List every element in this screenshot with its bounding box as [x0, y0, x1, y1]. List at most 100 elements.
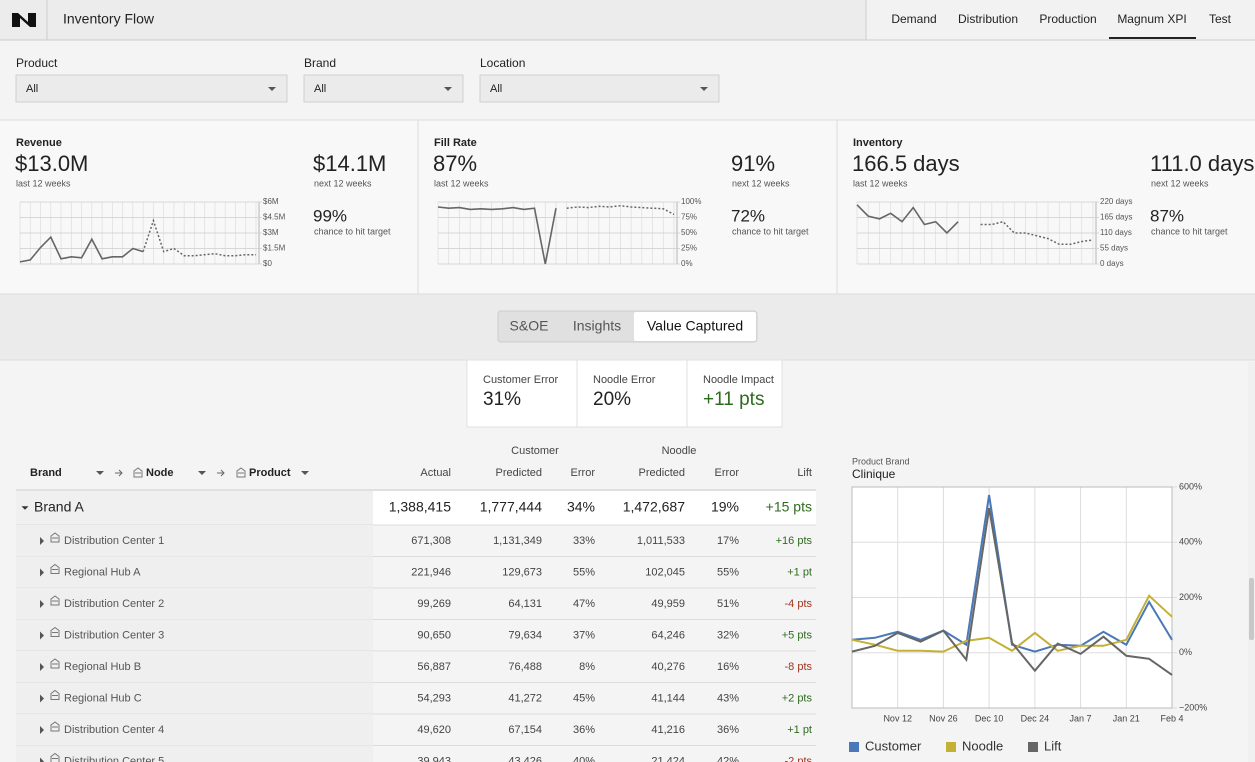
x-tick-label: Nov 12	[883, 713, 912, 723]
row-cell: 99,269	[417, 598, 451, 610]
row-cell: 79,634	[508, 629, 542, 641]
filter-label: Product	[16, 56, 58, 70]
expand-caret[interactable]	[40, 600, 44, 608]
tab[interactable]: Insights	[573, 318, 621, 334]
kpi-title: Fill Rate	[434, 137, 477, 149]
caret	[444, 87, 452, 91]
logo[interactable]	[12, 13, 36, 27]
spark-tick-label: 165 days	[1100, 213, 1132, 222]
y-tick-label: −200%	[1179, 702, 1207, 712]
node-icon	[50, 626, 60, 637]
row-name: Distribution Center 1	[64, 535, 164, 547]
filter-select[interactable]	[15, 74, 288, 103]
x-tick-label: Jan 7	[1070, 713, 1092, 723]
summary-label: Noodle Error	[593, 374, 656, 386]
spark-tick-label: 0%	[681, 259, 693, 268]
filter-value: All	[490, 83, 502, 95]
chart-subtitle: Product Brand	[852, 456, 910, 466]
row-name-cell	[16, 556, 373, 588]
group-name: Brand A	[34, 499, 84, 515]
y-tick-label: 0%	[1179, 647, 1192, 657]
kpi-title: Revenue	[16, 137, 62, 149]
spark-tick-label: 75%	[681, 213, 697, 222]
spark-tick-label: 25%	[681, 244, 697, 253]
expand-caret[interactable]	[40, 726, 44, 734]
tab[interactable]: Value Captured	[647, 318, 743, 334]
kpi-caption: chance to hit target	[314, 226, 391, 236]
kpi-title: Inventory	[853, 137, 903, 149]
row-cell: 1,131,349	[493, 535, 542, 547]
row-name-cell	[16, 714, 373, 746]
row-cell: -8 pts	[784, 661, 812, 673]
legend-label: Noodle	[962, 738, 1003, 753]
y-tick-label: 600%	[1179, 481, 1202, 491]
nav-bar	[866, 0, 1255, 40]
row-cell: 21,424	[651, 755, 685, 762]
column-filter[interactable]: Node	[146, 467, 174, 479]
group-cell: 1,388,415	[389, 499, 451, 515]
kpi-caption: last 12 weeks	[434, 178, 489, 188]
column-filter[interactable]: Product	[249, 467, 291, 479]
row-name: Regional Hub C	[64, 692, 142, 704]
column-header: Error	[571, 467, 596, 479]
node-icon	[50, 752, 60, 762]
row-cell: 32%	[717, 629, 739, 641]
group-header: Customer	[511, 445, 559, 457]
spark-actual	[437, 206, 557, 265]
row-cell: +2 pts	[782, 692, 813, 704]
spark-tick-label: $1.5M	[263, 244, 286, 253]
filter-label: Location	[480, 56, 525, 70]
spark-tick-label: 55 days	[1100, 244, 1128, 253]
column-header: Predicted	[496, 467, 542, 479]
kpi-chance: 99%	[313, 206, 347, 225]
column-filter[interactable]: Brand	[30, 467, 62, 479]
expand-caret[interactable]	[40, 537, 44, 545]
kpi-caption: next 12 weeks	[314, 178, 372, 188]
caret	[198, 471, 206, 475]
row-cell: -4 pts	[784, 598, 812, 610]
kpi-forecast: $14.1M	[313, 151, 386, 176]
expand-caret[interactable]	[40, 568, 44, 577]
row-cell: 56,887	[417, 661, 451, 673]
plot-border	[851, 486, 1173, 709]
row-cell: 8%	[579, 661, 595, 673]
expand-caret[interactable]	[40, 757, 44, 762]
kpi-forecast: 91%	[731, 151, 775, 176]
nav-tab[interactable]: Magnum XPI	[1117, 12, 1186, 26]
column-header: Predicted	[639, 467, 685, 479]
spark-forecast	[142, 218, 256, 257]
expand-caret[interactable]	[40, 663, 44, 671]
summary-value: 31%	[483, 389, 521, 410]
row-cell: 54,293	[417, 692, 451, 704]
series-line	[851, 507, 1173, 676]
expand-caret[interactable]	[40, 631, 44, 640]
row-cell: 41,144	[651, 692, 685, 704]
caret	[268, 87, 276, 91]
expand-caret[interactable]	[40, 694, 44, 703]
kpi-current: 166.5 days	[852, 151, 960, 176]
row-name-cell	[16, 745, 373, 762]
nav-tab[interactable]: Production	[1039, 12, 1096, 26]
row-cell: 47%	[573, 598, 595, 610]
nav-tab[interactable]: Test	[1209, 12, 1232, 26]
row-cell: 49,959	[651, 598, 685, 610]
column-header: Error	[715, 467, 740, 479]
group-cell: 19%	[711, 499, 739, 515]
filter-select[interactable]	[479, 74, 720, 103]
scrollbar-thumb[interactable]	[1249, 578, 1254, 640]
summary-card	[576, 359, 688, 428]
row-name: Regional Hub B	[64, 661, 141, 673]
row-cell: 55%	[573, 566, 595, 578]
row-cell: +16 pts	[776, 535, 813, 547]
nav-tab[interactable]: Distribution	[958, 12, 1018, 26]
arrow-icon	[115, 469, 123, 477]
row-cell: 37%	[573, 629, 595, 641]
filter-select[interactable]	[303, 74, 464, 103]
row-name: Distribution Center 5	[64, 755, 164, 762]
tab[interactable]: S&OE	[510, 318, 549, 334]
series-line	[851, 494, 1173, 653]
row-cell: 49,620	[417, 724, 451, 736]
spark-actual	[19, 235, 144, 263]
nav-tab[interactable]: Demand	[891, 12, 936, 26]
x-tick-label: Feb 4	[1160, 713, 1183, 723]
